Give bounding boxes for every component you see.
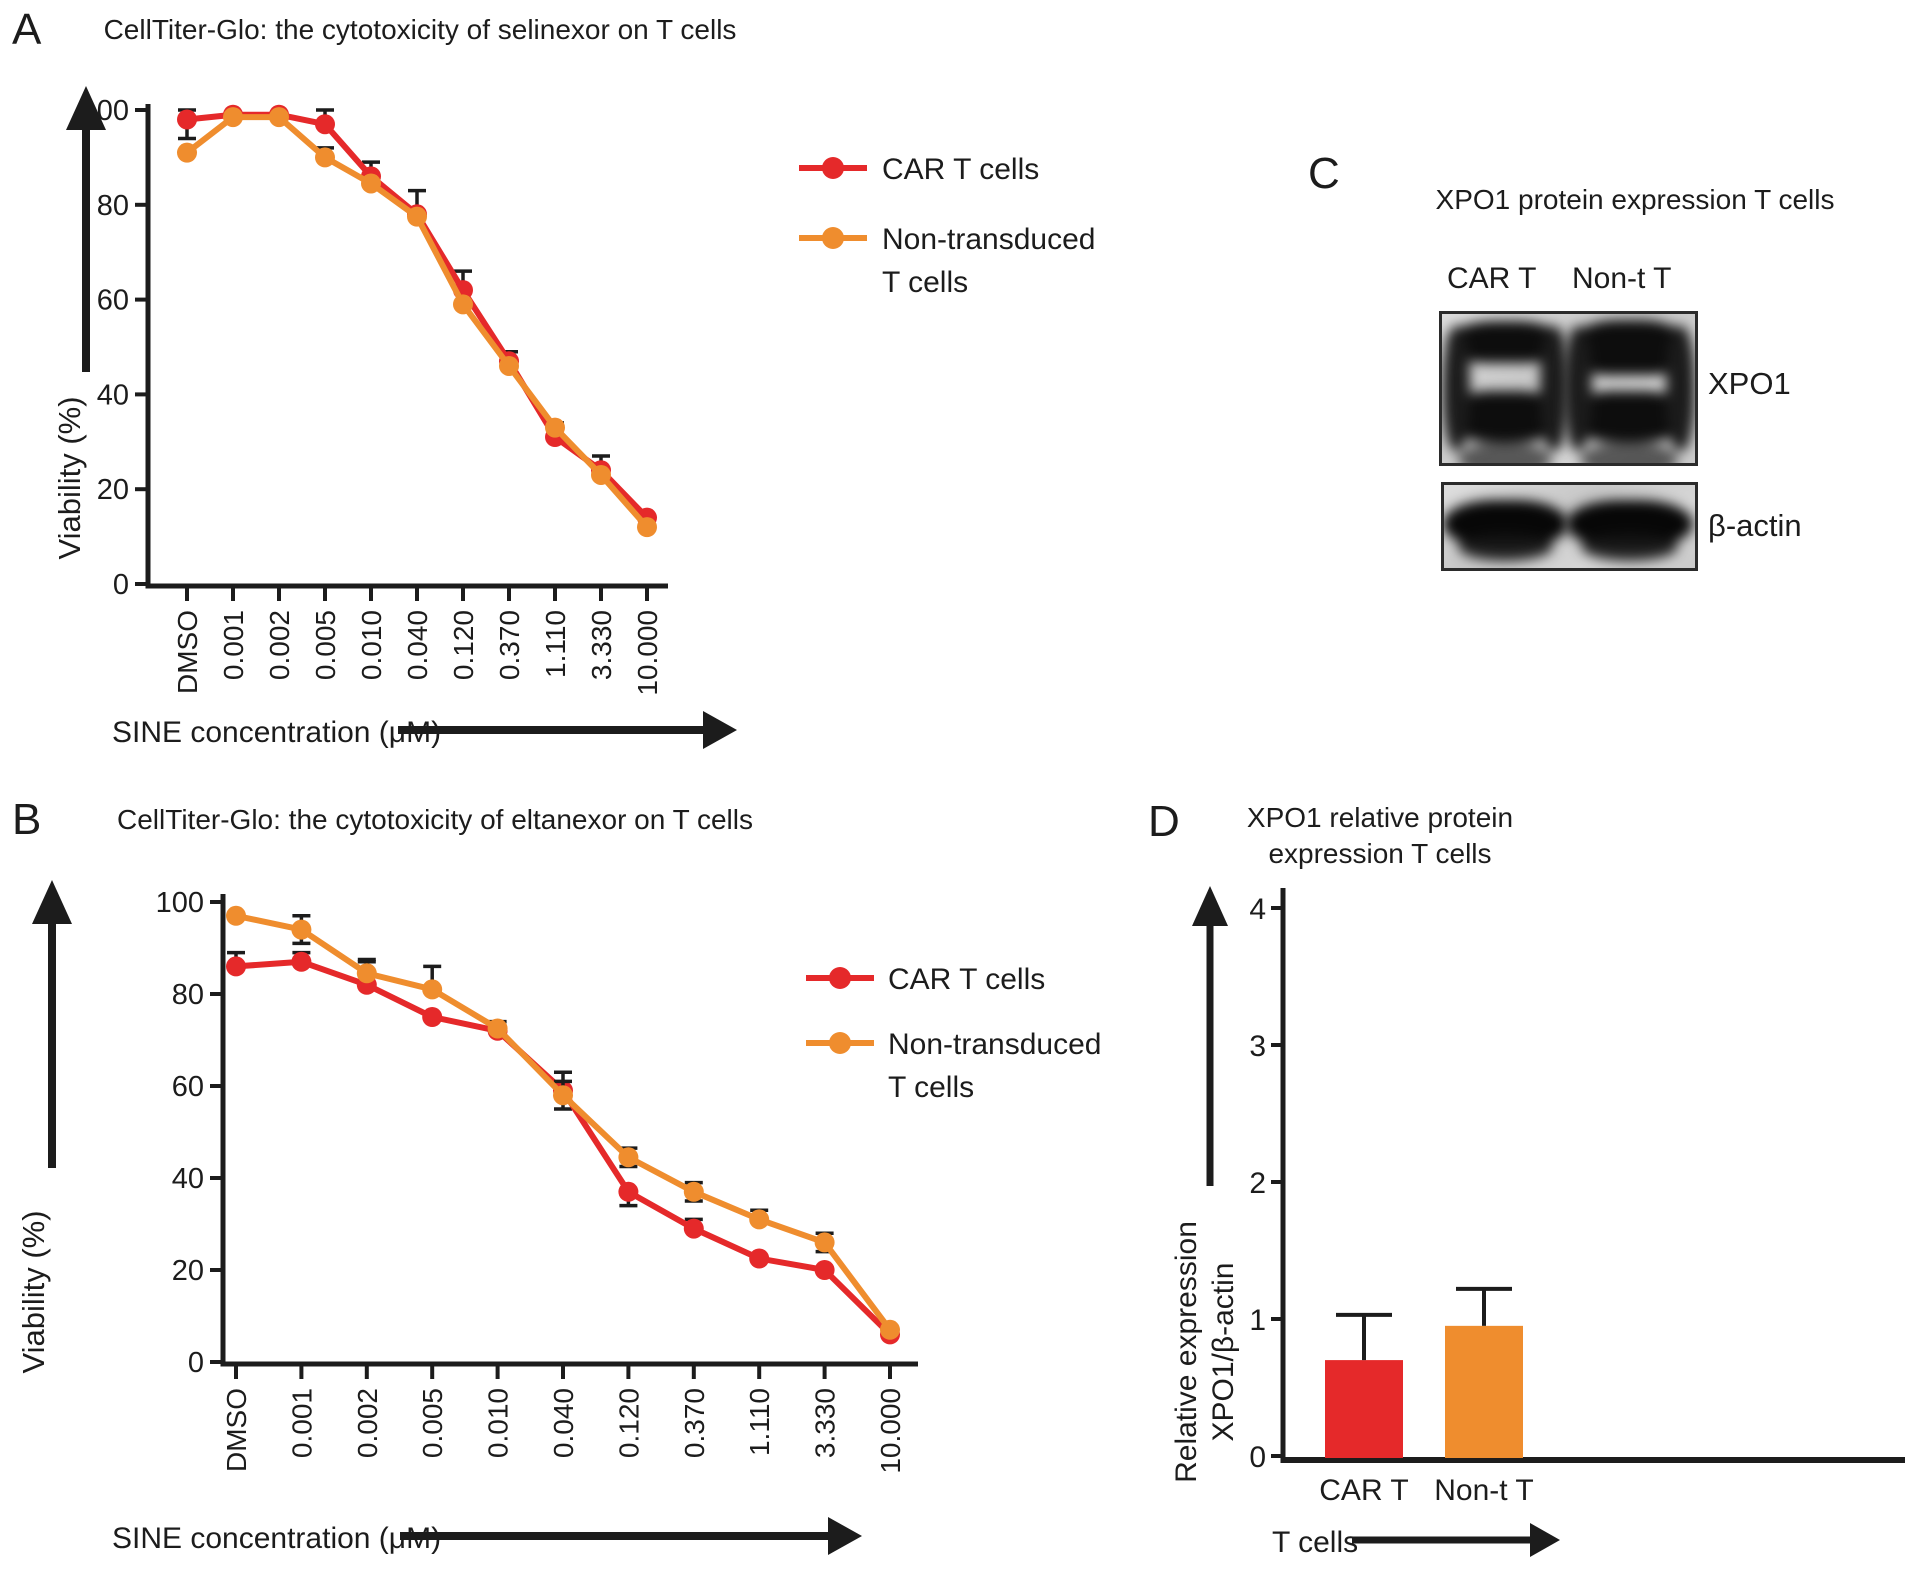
- svg-text:Non-transduced: Non-transduced: [888, 1028, 1101, 1061]
- svg-text:0.005: 0.005: [310, 610, 341, 680]
- blot-lane-label-cart: CAR T: [1447, 262, 1537, 295]
- svg-text:20: 20: [172, 1255, 204, 1287]
- svg-text:DMSO: DMSO: [172, 610, 203, 694]
- svg-text:0: 0: [1249, 1441, 1266, 1474]
- svg-text:0.010: 0.010: [356, 610, 387, 680]
- svg-text:10.000: 10.000: [875, 1388, 906, 1474]
- svg-text:0.002: 0.002: [264, 610, 295, 680]
- svg-text:0: 0: [188, 1347, 204, 1379]
- panel-b-chart: 0 20 40 60 80 100 DMSO 0.001 0.002 0.005 0.010 0.04…: [16, 880, 1101, 1555]
- actin-band-label: β-actin: [1708, 508, 1802, 543]
- svg-text:T cells: T cells: [882, 266, 968, 299]
- svg-text:Non-t T: Non-t T: [1434, 1474, 1533, 1507]
- blot-lane-label-nont: Non-t T: [1572, 262, 1672, 295]
- svg-text:CAR T: CAR T: [1319, 1474, 1408, 1507]
- svg-text:3.330: 3.330: [586, 610, 617, 680]
- svg-text:10.000: 10.000: [632, 610, 663, 696]
- xpo1-band-nont: [1563, 314, 1695, 463]
- actin-band-cart: [1444, 485, 1568, 568]
- svg-text:100: 100: [156, 887, 204, 919]
- svg-text:0.010: 0.010: [483, 1388, 514, 1458]
- panel-a-title: CellTiter-Glo: the cytotoxicity of selin…: [103, 14, 737, 45]
- panel-b-title: CellTiter-Glo: the cytotoxicity of eltan…: [117, 804, 753, 835]
- svg-text:2: 2: [1249, 1167, 1266, 1200]
- xpo1-band-cart: [1442, 314, 1568, 463]
- svg-text:Non-transduced: Non-transduced: [882, 223, 1095, 256]
- panel-a-series-0: [177, 104, 657, 528]
- svg-text:Viability (%): Viability (%): [52, 396, 87, 559]
- panel-a-letter: A: [12, 5, 43, 54]
- panel-a-series-1: [177, 107, 657, 538]
- panel-b-letter: B: [12, 795, 43, 844]
- svg-text:CAR T cells: CAR T cells: [888, 963, 1045, 996]
- panel-d-title-line2: expression T cells: [1268, 838, 1492, 870]
- panel-d-title-line1: XPO1 relative protein: [1246, 802, 1514, 833]
- svg-text:0.370: 0.370: [679, 1388, 710, 1458]
- svg-text:3.330: 3.330: [810, 1388, 841, 1458]
- svg-text:1.110: 1.110: [744, 1388, 775, 1456]
- svg-text:XPO1/β-actin: XPO1/β-actin: [1207, 1263, 1240, 1442]
- panel-b-legend: CAR T cells Non-transduced T cells: [806, 963, 1101, 1104]
- svg-text:0: 0: [113, 569, 129, 601]
- svg-text:20: 20: [97, 474, 129, 506]
- svg-text:0.040: 0.040: [402, 610, 433, 680]
- panel-b-series-1: [226, 905, 900, 1340]
- xpo1-band-label: XPO1: [1708, 366, 1791, 401]
- svg-text:SINE concentration (μM): SINE concentration (μM): [112, 716, 441, 749]
- actin-blot-image: [1441, 482, 1698, 571]
- svg-text:T cells: T cells: [888, 1071, 974, 1104]
- svg-text:0.040: 0.040: [548, 1388, 579, 1458]
- svg-text:Viability (%): Viability (%): [16, 1210, 51, 1373]
- svg-text:40: 40: [172, 1163, 204, 1195]
- panel-c-letter: C: [1308, 149, 1341, 198]
- svg-text:Relative expression: Relative expression: [1170, 1221, 1203, 1483]
- bar-non-t-t: [1445, 1325, 1523, 1458]
- svg-text:0.370: 0.370: [494, 610, 525, 680]
- svg-text:0.001: 0.001: [286, 1388, 317, 1458]
- svg-text:80: 80: [97, 190, 129, 222]
- svg-text:SINE concentration (μM): SINE concentration (μM): [112, 1522, 441, 1555]
- xpo1-blot-image: [1439, 311, 1698, 466]
- svg-text:0.005: 0.005: [417, 1388, 448, 1458]
- svg-text:CAR T cells: CAR T cells: [882, 153, 1039, 186]
- svg-text:0.120: 0.120: [613, 1388, 644, 1458]
- svg-text:T cells: T cells: [1272, 1526, 1358, 1559]
- svg-text:60: 60: [172, 1071, 204, 1103]
- svg-text:60: 60: [97, 285, 129, 317]
- bar-car-t: [1325, 1360, 1403, 1458]
- svg-text:80: 80: [172, 979, 204, 1011]
- svg-text:0.120: 0.120: [448, 610, 479, 680]
- panel-d-title: XPO1 relative protein expression T cells: [1230, 800, 1530, 873]
- svg-text:0.001: 0.001: [218, 610, 249, 680]
- panel-a-legend: CAR T cells Non-transduced T cells: [799, 153, 1095, 299]
- actin-band-nont: [1566, 485, 1694, 568]
- panel-d-letter: D: [1148, 797, 1181, 846]
- svg-text:1.110: 1.110: [540, 610, 571, 678]
- panel-d-chart: 0 1 2 3 4 CAR T Non-t T Relative expression XPO1…: [1170, 886, 1905, 1559]
- svg-text:40: 40: [97, 379, 129, 411]
- svg-text:1: 1: [1249, 1304, 1266, 1337]
- svg-text:3: 3: [1249, 1030, 1266, 1063]
- panel-b-series-0: [226, 950, 900, 1345]
- svg-text:0.002: 0.002: [352, 1388, 383, 1458]
- svg-text:DMSO: DMSO: [221, 1388, 252, 1472]
- panel-c-title: XPO1 protein expression T cells: [1435, 184, 1835, 215]
- svg-text:4: 4: [1249, 893, 1266, 926]
